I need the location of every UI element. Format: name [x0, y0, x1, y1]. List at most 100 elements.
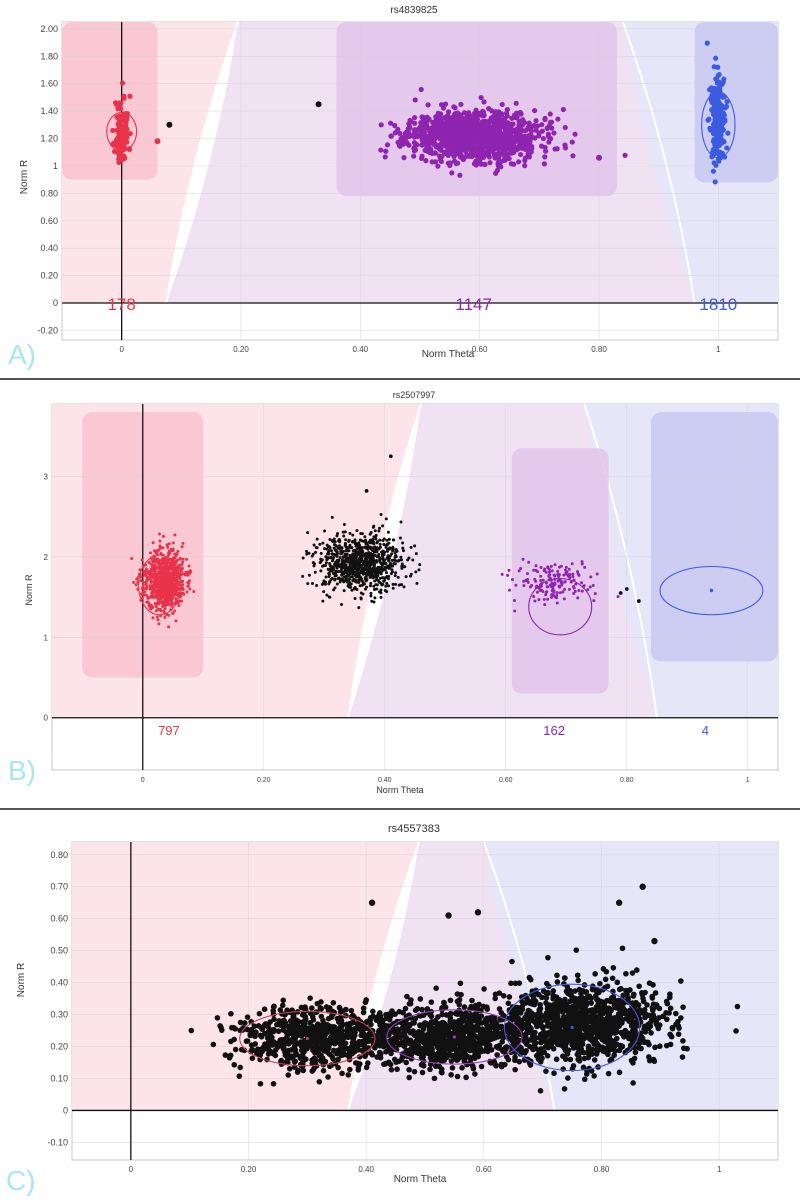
data-point [712, 141, 718, 148]
data-point [173, 533, 177, 537]
data-point [438, 102, 445, 108]
data-point [382, 537, 386, 541]
data-point [437, 1042, 444, 1048]
data-point [289, 1026, 296, 1033]
data-point [345, 570, 349, 574]
cluster-count-label: 1810 [699, 295, 737, 314]
data-point [484, 152, 490, 158]
data-point [547, 135, 553, 141]
data-point [439, 1011, 445, 1018]
data-point [423, 158, 429, 164]
data-point [542, 154, 548, 160]
data-point [261, 1006, 268, 1013]
data-point [432, 150, 438, 156]
data-point [330, 569, 334, 573]
data-point [382, 543, 386, 547]
data-point [318, 542, 322, 546]
data-point [328, 562, 332, 566]
data-point [559, 581, 563, 585]
data-point [383, 588, 387, 592]
data-point [170, 582, 174, 586]
data-point [426, 126, 432, 132]
data-point [377, 580, 381, 584]
data-point [353, 570, 357, 574]
y-tick-label: 0.30 [50, 1010, 68, 1020]
data-point [324, 561, 328, 565]
data-point [519, 566, 523, 570]
data-point [349, 570, 353, 574]
data-point [134, 583, 138, 587]
y-tick-label: 0 [63, 1105, 68, 1115]
data-point [360, 553, 364, 557]
data-point [348, 1007, 355, 1014]
data-point [176, 580, 180, 584]
data-point [559, 564, 563, 568]
data-point [580, 562, 584, 566]
data-point [403, 1035, 410, 1041]
data-point [376, 1019, 383, 1026]
data-point [348, 543, 352, 547]
data-point [551, 1070, 557, 1077]
outlier-point [154, 138, 161, 145]
data-point [161, 582, 165, 586]
data-point [720, 79, 726, 85]
data-point [462, 143, 469, 150]
data-point [533, 127, 539, 133]
data-point [494, 143, 500, 150]
data-point [342, 572, 346, 576]
data-point [494, 1052, 500, 1058]
data-point [571, 572, 575, 576]
point-layer [110, 40, 731, 185]
cluster-count-label: 4 [702, 723, 709, 738]
data-point [262, 1045, 269, 1052]
data-point [595, 572, 599, 576]
data-point [498, 1023, 505, 1030]
data-point [230, 1024, 237, 1031]
y-axis-label: Norm R [24, 574, 34, 605]
data-point [192, 589, 196, 593]
data-point [299, 1012, 306, 1018]
data-point [306, 582, 310, 586]
data-point [353, 538, 357, 542]
data-point [127, 130, 133, 137]
data-point [403, 1059, 410, 1066]
data-point [115, 106, 121, 112]
data-point [542, 116, 548, 123]
data-point [372, 587, 376, 591]
data-point [571, 575, 575, 579]
data-point [462, 127, 469, 133]
data-point [384, 1023, 390, 1030]
data-point [343, 1006, 349, 1013]
data-point [712, 130, 718, 136]
data-point [406, 1023, 413, 1029]
y-tick-label: 0.40 [40, 243, 58, 253]
data-point [237, 1064, 244, 1071]
data-point [517, 569, 521, 573]
data-point [435, 1014, 441, 1020]
data-point [175, 552, 179, 556]
data-point [567, 567, 571, 571]
data-point [339, 1046, 346, 1053]
data-point [418, 86, 424, 93]
data-point [158, 546, 162, 550]
data-point [512, 1066, 518, 1073]
data-point [335, 1028, 341, 1034]
data-point [271, 1016, 277, 1023]
data-point [387, 559, 391, 563]
data-point [170, 604, 174, 608]
data-point [344, 576, 348, 580]
data-point [375, 560, 379, 564]
data-point [435, 163, 441, 169]
data-point [401, 155, 407, 161]
data-point [388, 1066, 395, 1073]
data-point [373, 596, 377, 600]
data-point [344, 559, 348, 563]
data-point [174, 570, 178, 574]
data-point [323, 564, 327, 568]
data-point [270, 1039, 277, 1045]
data-point [449, 1065, 456, 1071]
y-tick-label: 0 [44, 714, 49, 723]
data-point [316, 1078, 323, 1085]
data-point [364, 1060, 371, 1066]
